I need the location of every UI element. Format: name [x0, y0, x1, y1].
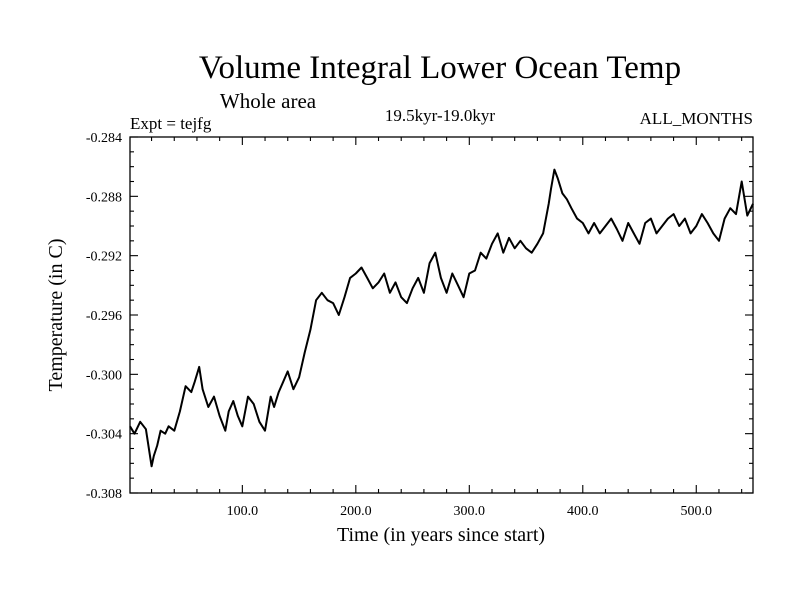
- chart-subtitle: Whole area: [220, 89, 317, 113]
- x-axis-label: Time (in years since start): [337, 524, 545, 546]
- months-label: ALL_MONTHS: [640, 109, 753, 128]
- plot-frame: [129, 136, 754, 494]
- x-tick-labels: 100.0 200.0 300.0 400.0 500.0: [227, 504, 712, 519]
- y-tick-label: -0.300: [86, 368, 122, 383]
- y-tick-label: -0.292: [86, 250, 122, 265]
- x-tick-label: 500.0: [681, 504, 713, 519]
- chart-title: Volume Integral Lower Ocean Temp: [199, 50, 681, 86]
- y-tick-label: -0.308: [86, 487, 122, 502]
- y-tick-label: -0.304: [86, 428, 122, 443]
- y-axis-label: Temperature (in C): [45, 239, 67, 392]
- x-tick-label: 400.0: [567, 504, 599, 519]
- experiment-label: Expt = tejfg: [130, 114, 212, 133]
- y-tick-labels: -0.308 -0.304 -0.300 -0.296 -0.292 -0.288 -0.2…: [86, 131, 122, 502]
- y-tick-label: -0.296: [86, 309, 122, 324]
- x-tick-label: 200.0: [340, 504, 372, 519]
- x-tick-label: 300.0: [454, 504, 486, 519]
- axis-ticks: [130, 136, 753, 494]
- series-line: [129, 168, 754, 468]
- y-tick-label: -0.284: [86, 131, 122, 146]
- period-label: 19.5kyr-19.0kyr: [385, 106, 495, 125]
- y-tick-label: -0.288: [86, 190, 122, 205]
- x-tick-label: 100.0: [227, 504, 259, 519]
